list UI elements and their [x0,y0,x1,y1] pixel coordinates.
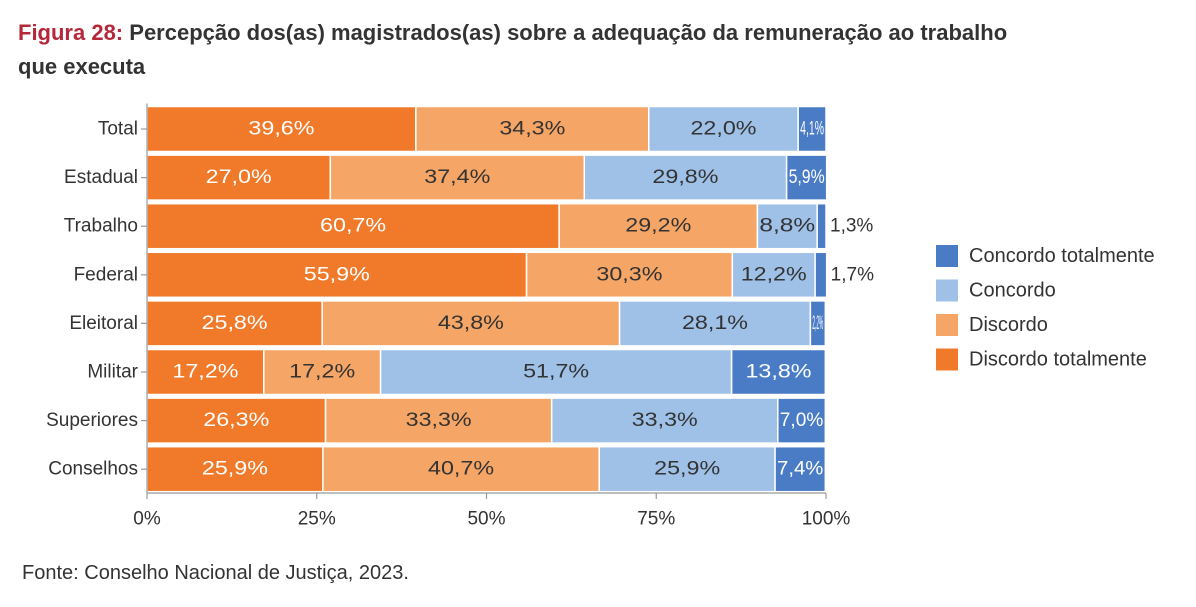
data-label-superiores-series-1: 33,3% [406,410,472,431]
x-tick-label-1: 25% [298,509,336,530]
data-label-estadual-series-3: 5,9% [789,167,825,188]
bar-estadual-series-3 [785,154,828,201]
data-label-eleitoral-series-3: 2,2% [812,313,823,334]
data-label-trabalho-series-3: 1,3% [830,216,873,237]
data-label-conselhos-series-3: 7,4% [777,459,823,480]
data-label-federal-series-2: 12,2% [741,264,807,285]
bar-superiores-series-2 [550,397,779,444]
data-label-conselhos-series-1: 40,7% [428,459,494,480]
bar-trabalho-series-3 [816,202,827,250]
y-tick-label-total: Total [98,119,138,140]
bar-estadual-series-1 [329,154,586,201]
data-label-total-series-1: 34,3% [499,119,565,140]
bar-militar-series-3 [730,348,827,396]
bar-eleitoral-series-1 [321,300,621,347]
data-label-eleitoral-series-1: 43,8% [438,313,504,334]
bar-total-series-2 [648,105,799,153]
y-tick-label-militar: Militar [87,362,138,383]
y-tick-label-eleitoral: Eleitoral [69,313,138,334]
data-label-eleitoral-series-0: 25,8% [202,313,268,334]
y-tick-label-conselhos: Conselhos [48,459,138,480]
data-label-superiores-series-2: 33,3% [632,410,698,431]
data-label-conselhos-series-2: 25,9% [654,459,720,480]
bar-estadual-series-2 [583,154,788,201]
bar-total-series-1 [415,105,650,153]
title-line-1: Percepção dos(as) magistrados(as) sobre … [129,20,1008,45]
source-note: Fonte: Conselho Nacional de Justiça, 202… [22,562,409,584]
data-label-militar-series-1: 17,2% [289,362,355,383]
data-label-militar-series-2: 51,7% [523,362,589,383]
data-label-estadual-series-1: 37,4% [424,167,490,188]
data-label-trabalho-series-1: 29,2% [625,216,691,237]
data-label-militar-series-0: 17,2% [172,362,238,383]
legend-swatch-1 [936,279,958,302]
data-label-total-series-3: 4,1% [800,119,824,140]
bar-trabalho-series-2 [756,202,818,250]
bar-conselhos-series-3 [774,445,827,493]
x-tick-label-2: 50% [467,509,505,530]
data-label-superiores-series-0: 26,3% [203,410,269,431]
legend-label-0: Concordo totalmente [969,245,1155,267]
bar-federal-series-3 [814,251,828,299]
bar-total-series-3 [797,105,827,153]
data-label-militar-series-3: 13,8% [745,362,811,383]
data-label-federal-series-0: 55,9% [304,264,370,285]
data-label-total-series-0: 39,6% [248,119,314,140]
data-label-estadual-series-2: 29,8% [652,167,718,188]
data-label-trabalho-series-0: 60,7% [320,216,386,237]
legend-swatch-3 [936,348,958,371]
data-label-superiores-series-3: 7,0% [780,410,824,431]
bar-eleitoral-series-0 [146,300,323,347]
bar-trabalho-series-1 [558,202,759,250]
bar-estadual-series-0 [146,154,332,201]
y-tick-label-estadual: Estadual [64,167,138,188]
x-tick-label-0: 0% [133,509,161,530]
bar-eleitoral-series-2 [618,300,812,347]
x-tick-label-3: 75% [637,509,675,530]
data-label-federal-series-1: 30,3% [596,264,662,285]
y-tick-label-trabalho: Trabalho [64,216,138,237]
title-line-2: que executa [18,54,146,79]
legend-swatch-2 [936,314,958,336]
bar-conselhos-series-1 [322,445,600,493]
data-label-estadual-series-0: 27,0% [206,167,272,188]
legend-label-1: Concordo [969,280,1056,302]
bar-militar-series-2 [379,348,733,396]
data-label-trabalho-series-2: 8,8% [759,216,815,237]
legend-label-3: Discordo totalmente [969,349,1147,371]
chart-title: Figura 28: Percepção dos(as) magistrados… [18,16,1178,84]
data-label-conselhos-series-0: 25,9% [202,459,268,480]
legend-swatch-0 [936,245,958,267]
data-label-federal-series-3: 1,7% [831,264,874,285]
figure-label: Figura 28: [18,20,124,45]
data-label-eleitoral-series-2: 28,1% [682,313,748,334]
y-tick-label-superiores: Superiores [46,410,138,431]
bar-superiores-series-0 [146,397,327,444]
bar-eleitoral-series-3 [809,300,827,347]
y-tick-label-federal: Federal [74,264,138,285]
bar-federal-series-1 [525,251,734,299]
data-label-total-series-2: 22,0% [690,119,756,140]
bar-superiores-series-3 [777,397,827,444]
x-tick-label-4: 100% [802,509,851,530]
legend-label-2: Discordo [969,314,1048,336]
